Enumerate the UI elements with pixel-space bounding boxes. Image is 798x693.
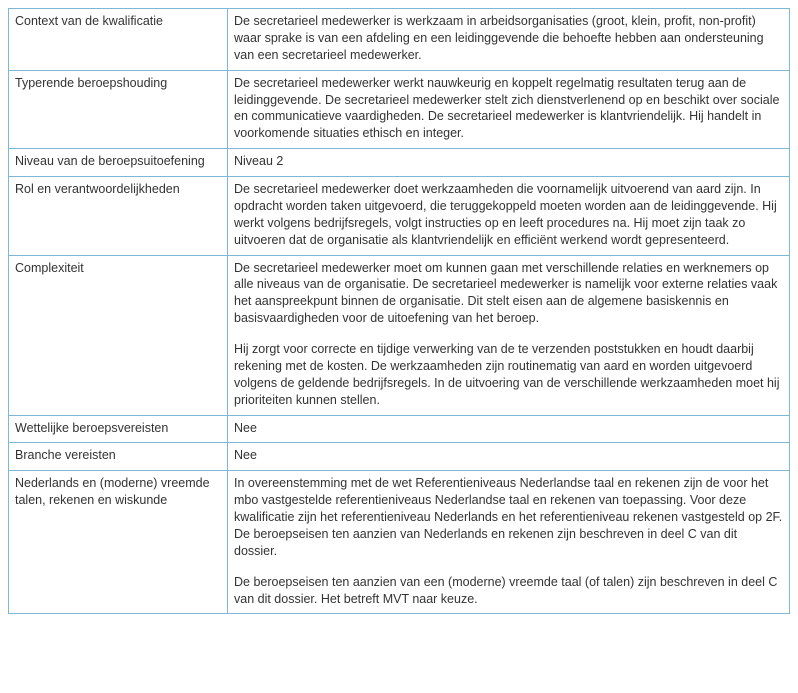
row-value-paragraph: Niveau 2: [234, 153, 783, 170]
table-row: Branche vereisten Nee: [9, 443, 790, 471]
row-value: De secretarieel medewerker is werkzaam i…: [228, 9, 790, 71]
table-row: Niveau van de beroepsuitoefening Niveau 2: [9, 149, 790, 177]
row-value: Niveau 2: [228, 149, 790, 177]
row-label: Wettelijke beroepsvereisten: [9, 415, 228, 443]
row-value-paragraph: De secretarieel medewerker werkt nauwkeu…: [234, 75, 783, 143]
table-row: Wettelijke beroepsvereisten Nee: [9, 415, 790, 443]
table-row: Nederlands en (moderne) vreemde talen, r…: [9, 471, 790, 614]
row-label: Typerende beroepshouding: [9, 70, 228, 149]
table-row: Typerende beroepshoudingDe secretarieel …: [9, 70, 790, 149]
row-value-paragraph: De beroepseisen ten aanzien van een (mod…: [234, 574, 783, 608]
row-value-paragraph: Nee: [234, 447, 783, 464]
row-value: In overeenstemming met de wet Referentie…: [228, 471, 790, 614]
row-label: Context van de kwalificatie: [9, 9, 228, 71]
row-value-paragraph: Hij zorgt voor correcte en tijdige verwe…: [234, 341, 783, 409]
row-value-paragraph: In overeenstemming met de wet Referentie…: [234, 475, 783, 559]
table-row: Context van de kwalificatieDe secretarie…: [9, 9, 790, 71]
row-label: Nederlands en (moderne) vreemde talen, r…: [9, 471, 228, 614]
row-value: De secretarieel medewerker doet werkzaam…: [228, 177, 790, 256]
qualification-table-body: Context van de kwalificatieDe secretarie…: [9, 9, 790, 614]
row-value: Nee: [228, 443, 790, 471]
table-row: ComplexiteitDe secretarieel medewerker m…: [9, 255, 790, 415]
qualification-table: Context van de kwalificatieDe secretarie…: [8, 8, 790, 614]
row-label: Branche vereisten: [9, 443, 228, 471]
row-label: Complexiteit: [9, 255, 228, 415]
row-label: Rol en verantwoordelijkheden: [9, 177, 228, 256]
row-value: Nee: [228, 415, 790, 443]
row-value: De secretarieel medewerker moet om kunne…: [228, 255, 790, 415]
row-value-paragraph: Nee: [234, 420, 783, 437]
row-label: Niveau van de beroepsuitoefening: [9, 149, 228, 177]
row-value-paragraph: De secretarieel medewerker is werkzaam i…: [234, 13, 783, 64]
table-row: Rol en verantwoordelijkhedenDe secretari…: [9, 177, 790, 256]
row-value-paragraph: De secretarieel medewerker moet om kunne…: [234, 260, 783, 328]
row-value: De secretarieel medewerker werkt nauwkeu…: [228, 70, 790, 149]
row-value-paragraph: De secretarieel medewerker doet werkzaam…: [234, 181, 783, 249]
